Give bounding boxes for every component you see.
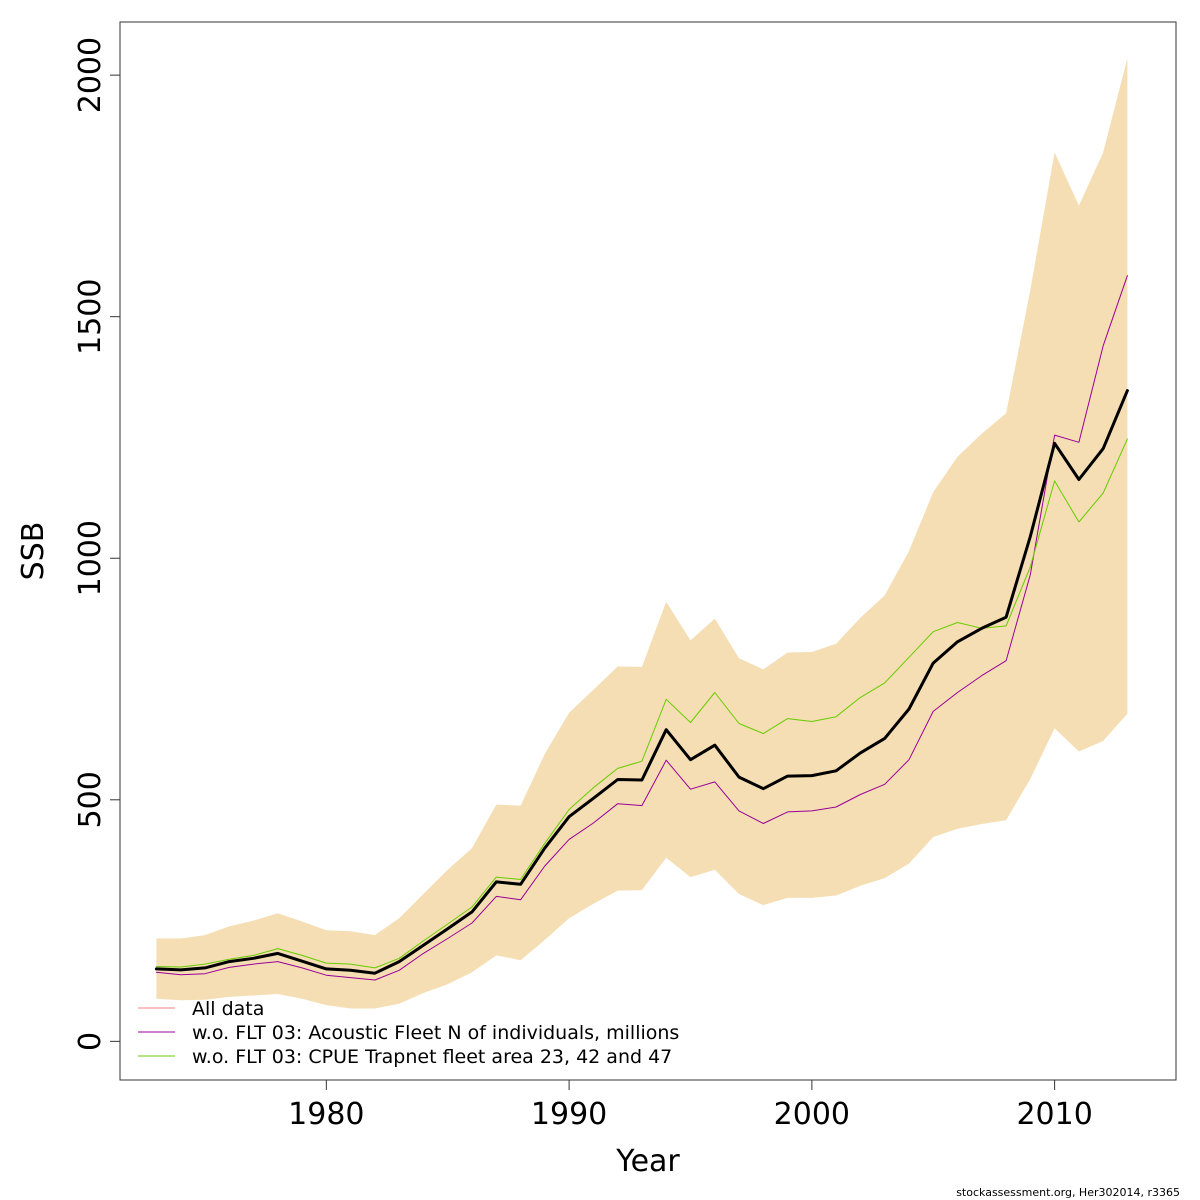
y-tick-label: 1000 <box>73 520 108 596</box>
y-tick-label: 2000 <box>73 37 108 113</box>
legend-label: w.o. FLT 03: CPUE Trapnet fleet area 23,… <box>192 1046 672 1068</box>
legend-label: w.o. FLT 03: Acoustic Fleet N of individ… <box>192 1022 679 1044</box>
y-tick-label: 1500 <box>73 279 108 355</box>
x-tick-label: 1990 <box>531 1097 607 1132</box>
x-tick-label: 1980 <box>288 1097 364 1132</box>
series-line-1 <box>155 275 1128 981</box>
y-tick-label: 0 <box>73 1032 108 1051</box>
x-axis-title: Year <box>615 1144 680 1179</box>
series-layer <box>154 275 1129 981</box>
credit-text: stockassessment.org, Her302014, r3365 <box>956 1186 1180 1199</box>
legend-label: All data <box>192 998 264 1020</box>
x-axis: 1980 1990 2000 2010 <box>288 1079 1093 1132</box>
x-tick-label: 2010 <box>1016 1097 1092 1132</box>
y-tick-label: 500 <box>73 771 108 828</box>
y-axis: 0 500 1000 1500 2000 <box>73 37 121 1051</box>
y-axis-title: SSB <box>16 522 51 581</box>
series-line-2 <box>155 438 1128 969</box>
confidence-band-layer <box>156 58 1128 1009</box>
series-line-0 <box>154 389 1129 975</box>
confidence-band <box>156 58 1128 1009</box>
x-tick-label: 2000 <box>774 1097 850 1132</box>
